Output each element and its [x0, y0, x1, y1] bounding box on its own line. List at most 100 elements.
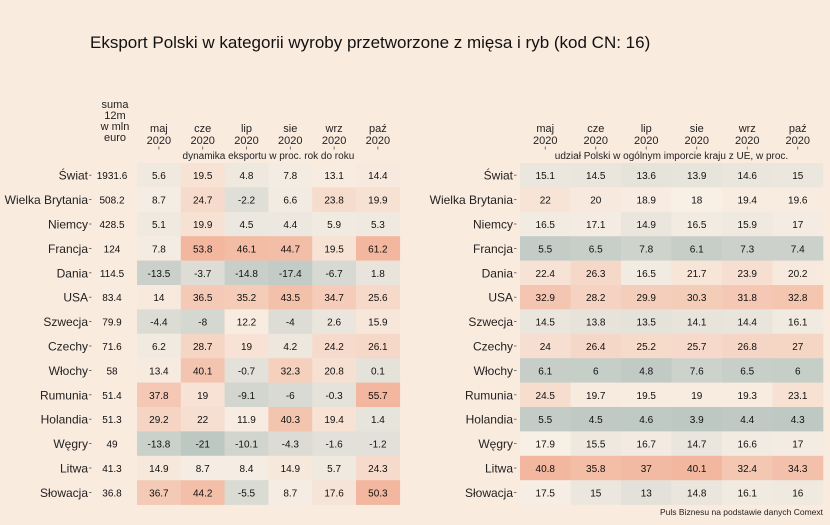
cell-label-p2-wlochy-6: 6	[795, 366, 801, 377]
heatmap-cell-p2-swiat-3	[621, 163, 672, 188]
heatmap-cell-p1-holandia-4	[268, 407, 313, 432]
sum-value-czechy: 71.6	[102, 342, 122, 353]
heatmap-layer: Świat Świat 1931.6 Wielka Brytania Wielka Br…	[5, 99, 824, 505]
row-label-francja-panel-2: Francja	[473, 242, 513, 256]
heatmap-cell-p1-swiat-5	[312, 163, 357, 188]
cell-label-p1-rumunia-5: -0.3	[325, 391, 343, 402]
cell-label-p2-slowacja-2: 15	[590, 488, 602, 499]
heatmap-cell-p1-dania-2	[180, 260, 225, 286]
row-label-litwa-panel-1: Litwa	[60, 462, 88, 476]
cell-label-p2-rumunia-3: 19.5	[637, 391, 657, 402]
column-header-p2-1-line-2: 2020	[533, 135, 557, 147]
heatmap-cell-p2-wlochy-6	[772, 358, 824, 383]
row-label-wlochy-panel-2: Włochy	[474, 364, 513, 378]
cell-label-p2-rumunia-2: 19.7	[586, 391, 606, 402]
heatmap-cell-p1-wlochy-1	[137, 358, 182, 383]
heatmap-cell-p1-czechy-5	[312, 333, 357, 359]
cell-label-p1-wegry-3: -10.1	[235, 440, 258, 451]
heatmap-cell-p1-litwa-1	[137, 455, 182, 481]
heatmap-cell-p1-rumunia-6	[356, 382, 401, 408]
column-header-p2-4-line-2: 2020	[685, 135, 709, 147]
heatmap-cell-p1-holandia-3	[224, 407, 269, 432]
column-header-p1-3-line-1: lip	[241, 123, 252, 135]
cell-label-p2-wegry-6: 17	[792, 440, 804, 451]
cell-label-p1-holandia-3: 11.9	[237, 415, 256, 426]
column-header-p2-3-line-2: 2020	[634, 135, 658, 147]
cell-label-p1-wlochy-3: -0.7	[238, 366, 256, 377]
column-header-p2-5-line-2: 2020	[735, 135, 759, 147]
cell-label-p2-wegry-2: 15.5	[586, 440, 606, 451]
cell-label-p2-szwecja-1: 14.5	[536, 318, 556, 329]
heatmap-cell-p2-slowacja-3	[621, 480, 672, 505]
row-label-wielka-brytania-panel-1: Wielka Brytania	[5, 193, 89, 207]
cell-label-p1-szwecja-5: 2.6	[327, 318, 341, 329]
heatmap-cell-p1-litwa-3	[224, 455, 269, 481]
heatmap-cell-p2-wlochy-1	[520, 358, 571, 383]
cell-label-p2-swiat-6: 15	[792, 171, 804, 182]
heatmap-cell-p1-litwa-2	[180, 455, 225, 481]
heatmap-cell-p2-swiat-5	[722, 163, 773, 188]
heatmap-cell-p2-dania-2	[570, 260, 622, 286]
sum-value-wielka-brytania: 508.2	[99, 196, 124, 207]
row-label-francja-panel-1: Francja	[48, 242, 88, 256]
cell-label-p1-slowacja-6: 50.3	[368, 488, 388, 499]
column-header-p1-1-line-2: 2020	[147, 135, 171, 147]
cell-label-p2-francja-5: 7.3	[740, 244, 754, 255]
cell-label-p2-czechy-4: 25.7	[687, 342, 707, 353]
cell-label-p1-szwecja-6: 15.9	[368, 318, 388, 329]
sum-value-swiat: 1931.6	[97, 171, 128, 182]
row-label-holandia-panel-1: Holandia	[41, 413, 89, 427]
heatmap-cell-p2-francja-5	[722, 236, 773, 261]
heatmap-cell-p2-usa-5	[722, 285, 773, 310]
cell-label-p2-wegry-5: 16.6	[738, 440, 758, 451]
heatmap-cell-p2-litwa-4	[671, 455, 723, 481]
cell-label-p1-swiat-5: 13.1	[324, 171, 344, 182]
heatmap-cell-p2-dania-3	[621, 260, 672, 286]
heatmap-cell-p2-slowacja-6	[772, 480, 824, 505]
heatmap-cell-p1-usa-2	[180, 285, 225, 310]
heatmap-cell-p1-wielka-brytania-5	[312, 187, 357, 213]
cell-label-p2-holandia-2: 4.5	[589, 415, 603, 426]
heatmap-cell-p1-usa-5	[312, 285, 357, 310]
cell-label-p1-niemcy-4: 4.4	[283, 220, 297, 231]
heatmap-cell-p1-niemcy-3	[224, 211, 269, 237]
heatmap-cell-p1-swiat-6	[356, 163, 401, 188]
cell-label-p2-szwecja-2: 13.8	[586, 318, 606, 329]
column-header-p1-4-line-2: 2020	[278, 135, 302, 147]
heatmap-cell-p2-swiat-2	[570, 163, 622, 188]
heatmap-cell-p1-holandia-5	[312, 407, 357, 432]
cell-label-p2-usa-1: 32.9	[536, 293, 556, 304]
heatmap-cell-p1-wegry-2	[180, 431, 225, 457]
cell-label-p2-francja-2: 6.5	[589, 244, 603, 255]
cell-label-p2-czechy-3: 25.2	[637, 342, 657, 353]
row-label-szwecja-panel-2: Szwecja	[468, 315, 513, 329]
cell-label-p2-niemcy-6: 17	[792, 220, 804, 231]
cell-label-p2-litwa-5: 32.4	[738, 464, 758, 475]
cell-label-p1-wlochy-5: 20.8	[324, 366, 344, 377]
heatmap-cell-p1-szwecja-4	[268, 309, 313, 335]
row-label-rumunia-panel-2: Rumunia	[465, 388, 513, 402]
cell-label-p1-slowacja-1: 36.7	[149, 488, 169, 499]
heatmap-cell-p1-niemcy-6	[356, 211, 401, 237]
cell-label-p2-wlochy-5: 6.5	[740, 366, 754, 377]
cell-label-p2-francja-4: 6.1	[690, 244, 704, 255]
heatmap-cell-p1-rumunia-2	[180, 382, 225, 408]
sum-value-rumunia: 51.4	[102, 391, 122, 402]
row-label-litwa-panel-2: Litwa	[485, 462, 513, 476]
heatmap-cell-p1-dania-4	[268, 260, 313, 286]
cell-label-p2-wielka-brytania-5: 19.4	[738, 196, 758, 207]
column-header-p1-4-line-1: sie	[283, 123, 297, 135]
cell-label-p2-dania-2: 26.3	[586, 269, 606, 280]
heatmap-cell-p1-dania-1	[137, 260, 182, 286]
heatmap-cell-p2-wielka-brytania-1	[520, 187, 571, 213]
cell-label-p2-rumunia-5: 19.3	[738, 391, 758, 402]
row-label-czechy-panel-2: Czechy	[473, 340, 513, 354]
heatmap-cell-p1-francja-3	[224, 236, 269, 261]
cell-label-p2-francja-6: 7.4	[791, 244, 805, 255]
heatmap-cell-p1-wegry-4	[268, 431, 313, 457]
cell-label-p2-niemcy-4: 16.5	[687, 220, 707, 231]
column-header-p1-5-line-2: 2020	[322, 135, 346, 147]
cell-label-p1-swiat-6: 14.4	[368, 171, 388, 182]
cell-label-p2-holandia-1: 5.5	[538, 415, 552, 426]
